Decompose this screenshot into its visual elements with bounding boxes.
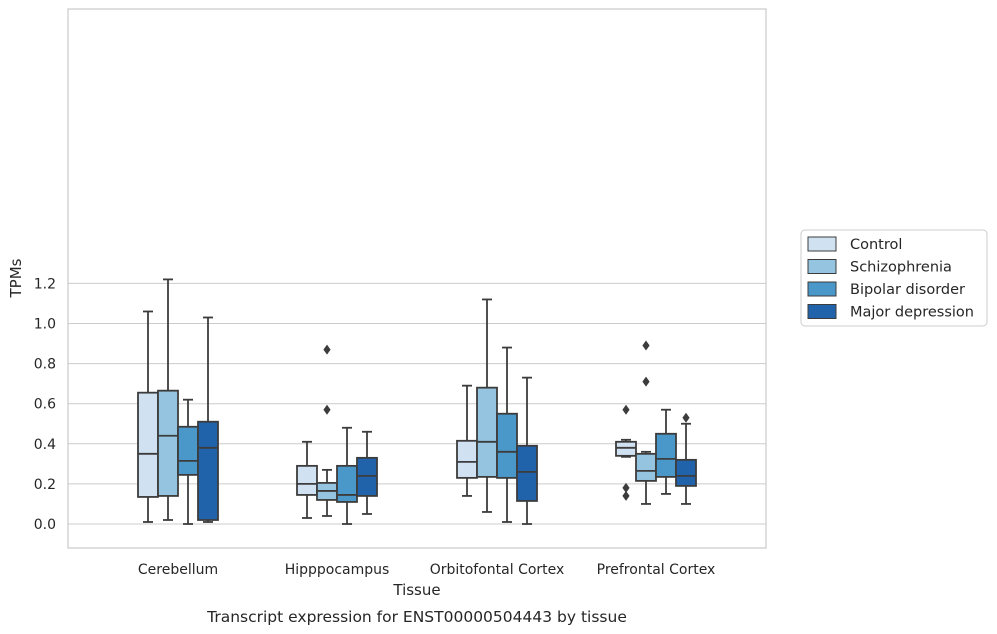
x-tick-label: Hipppocampus <box>285 562 390 578</box>
box-body <box>496 412 518 479</box>
box-body <box>197 420 219 521</box>
box <box>476 298 498 513</box>
box <box>456 384 478 497</box>
legend-label: Bipolar disorder <box>850 282 965 298</box>
box <box>675 412 697 505</box>
box-body <box>157 389 179 497</box>
box <box>157 278 179 521</box>
outlier-point <box>622 482 630 493</box>
legend: Control Schizophrenia Bipolar disorder Majo… <box>800 229 988 327</box>
legend-swatch <box>807 281 837 297</box>
box <box>137 310 159 523</box>
x-axis-label: Tissue <box>392 581 440 599</box>
box-body <box>456 439 478 479</box>
y-tick-label: 0.0 <box>34 517 56 533</box>
box-body <box>137 391 159 498</box>
outlier-point <box>682 412 690 423</box>
chart-caption: Transcript expression for ENST0000050444… <box>206 608 627 626</box>
y-tick-label: 0.2 <box>34 477 56 493</box>
box <box>316 344 338 517</box>
series-bipolar-disorder <box>177 346 677 525</box>
box-body <box>296 464 318 496</box>
y-tick-label: 0.6 <box>34 397 56 413</box>
box-body <box>476 386 498 478</box>
box <box>655 408 677 495</box>
box <box>516 376 538 525</box>
legend-swatch <box>807 259 837 274</box>
outlier-point <box>622 404 630 415</box>
box <box>197 316 219 523</box>
y-axis-label: TPMs <box>7 258 25 298</box>
legend-swatch <box>807 304 837 319</box>
legend-label: Major depression <box>850 305 974 321</box>
box <box>615 404 637 501</box>
series-schizophrenia <box>157 278 657 521</box>
legend-label: Schizophrenia <box>850 260 952 276</box>
y-tick-label: 0.8 <box>34 357 56 373</box>
y-tick-label: 1.0 <box>34 317 56 333</box>
y-axis-ticks: 0.0 0.2 0.4 0.6 0.8 1.0 1.2 <box>34 276 56 533</box>
box-body <box>177 425 199 476</box>
outlier-point <box>323 344 331 355</box>
box-body <box>336 464 358 503</box>
x-tick-label: Orbitofontal Cortex <box>430 562 565 578</box>
box <box>177 398 199 525</box>
box-body <box>356 456 378 497</box>
legend-label: Control <box>850 237 902 253</box>
outlier-point <box>642 376 650 387</box>
plot-frame <box>67 8 767 549</box>
box <box>496 346 518 523</box>
series-major-depression <box>197 316 697 525</box>
box <box>356 430 378 515</box>
box <box>336 426 358 525</box>
box-body <box>655 432 677 478</box>
box-body <box>635 452 657 482</box>
legend-box <box>800 229 988 327</box>
y-tick-label: 0.4 <box>34 437 56 453</box>
box-plot-series <box>137 278 697 525</box>
box-body <box>516 444 538 502</box>
x-tick-label: Cerebellum <box>138 562 218 578</box>
box-body <box>675 458 697 487</box>
outlier-point <box>642 340 650 351</box>
outlier-point <box>323 404 331 415</box>
box-body <box>615 440 637 457</box>
y-tick-label: 1.2 <box>34 276 56 292</box>
box <box>635 340 657 505</box>
x-tick-label: Prefrontal Cortex <box>597 562 716 578</box>
box <box>296 440 318 519</box>
outlier-point <box>622 490 630 501</box>
x-axis-ticks: Cerebellum Hipppocampus Orbitofontal Corte… <box>138 562 715 578</box>
legend-swatch <box>807 236 837 252</box>
series-control <box>137 310 637 523</box>
